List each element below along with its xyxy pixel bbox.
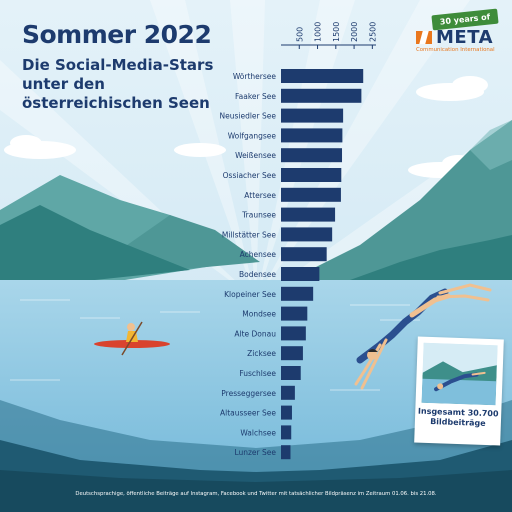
- logo-book-icon: [416, 31, 432, 44]
- bar: [281, 108, 344, 123]
- category-label: Wolfgangsee: [228, 131, 277, 140]
- category-label: Presseggersee: [221, 389, 276, 398]
- category-label: Attersee: [244, 191, 276, 200]
- category-label: Alte Donau: [234, 329, 276, 338]
- category-label: Millstätter See: [222, 230, 277, 239]
- category-label: Ossiacher See: [223, 171, 277, 180]
- diver-illustration: [354, 283, 492, 390]
- meta-logo: 30 years of META Communication Internati…: [412, 8, 504, 56]
- bar: [281, 187, 341, 202]
- category-label: Altausseer See: [220, 409, 276, 418]
- bar: [281, 227, 333, 242]
- category-label: Klopeiner See: [224, 290, 276, 299]
- source-footnote: Deutschsprachige, öffentliche Beiträge a…: [75, 491, 437, 497]
- category-label: Achensee: [240, 250, 277, 259]
- category-label: Bodensee: [239, 270, 276, 279]
- category-label: Traunsee: [241, 211, 276, 220]
- kayak-icon: [94, 321, 170, 356]
- total-posts-label: Insgesamt 30.700 Bildbeiträge: [417, 406, 499, 428]
- x-tick-label: 1000: [314, 22, 323, 42]
- x-tick-label: 500: [295, 27, 304, 42]
- bar: [281, 326, 306, 341]
- logo-tagline: Communication International: [416, 47, 495, 53]
- diver-thumbnail-icon: [421, 342, 498, 406]
- x-tick-label: 1500: [332, 22, 341, 42]
- polaroid-picture: [421, 342, 498, 406]
- category-label: Zicksee: [247, 349, 276, 358]
- bar: [281, 168, 342, 182]
- bar: [281, 88, 362, 103]
- logo-name: META: [436, 27, 494, 48]
- bar: [281, 346, 303, 361]
- page-title: Sommer 2022: [22, 20, 212, 49]
- category-label: Lunzer See: [234, 448, 276, 457]
- category-label: Weißensee: [235, 151, 276, 160]
- category-label: Fuschlsee: [239, 369, 276, 378]
- bar: [281, 207, 336, 222]
- x-tick-label: 2500: [368, 22, 377, 42]
- bar: [281, 128, 343, 143]
- bar: [281, 306, 308, 321]
- bar: [281, 148, 343, 163]
- bar: [281, 366, 301, 380]
- page-subtitle: Die Social-Media-Stars unter den österre…: [22, 56, 214, 112]
- category-label: Faaker See: [235, 92, 276, 101]
- bar: [281, 267, 320, 281]
- bar: [281, 385, 295, 400]
- bar: [281, 445, 291, 460]
- bar: [281, 286, 314, 301]
- bar: [281, 247, 327, 262]
- category-label: Neusiedler See: [220, 112, 277, 121]
- polaroid-photo: Insgesamt 30.700 Bildbeiträge: [414, 336, 504, 446]
- category-label: Wörthersee: [233, 72, 277, 81]
- category-label: Mondsee: [242, 310, 276, 319]
- bar: [281, 405, 292, 420]
- x-tick-label: 2000: [350, 22, 359, 42]
- bar: [281, 425, 292, 440]
- bar: [281, 69, 364, 83]
- category-label: Walchsee: [240, 428, 276, 437]
